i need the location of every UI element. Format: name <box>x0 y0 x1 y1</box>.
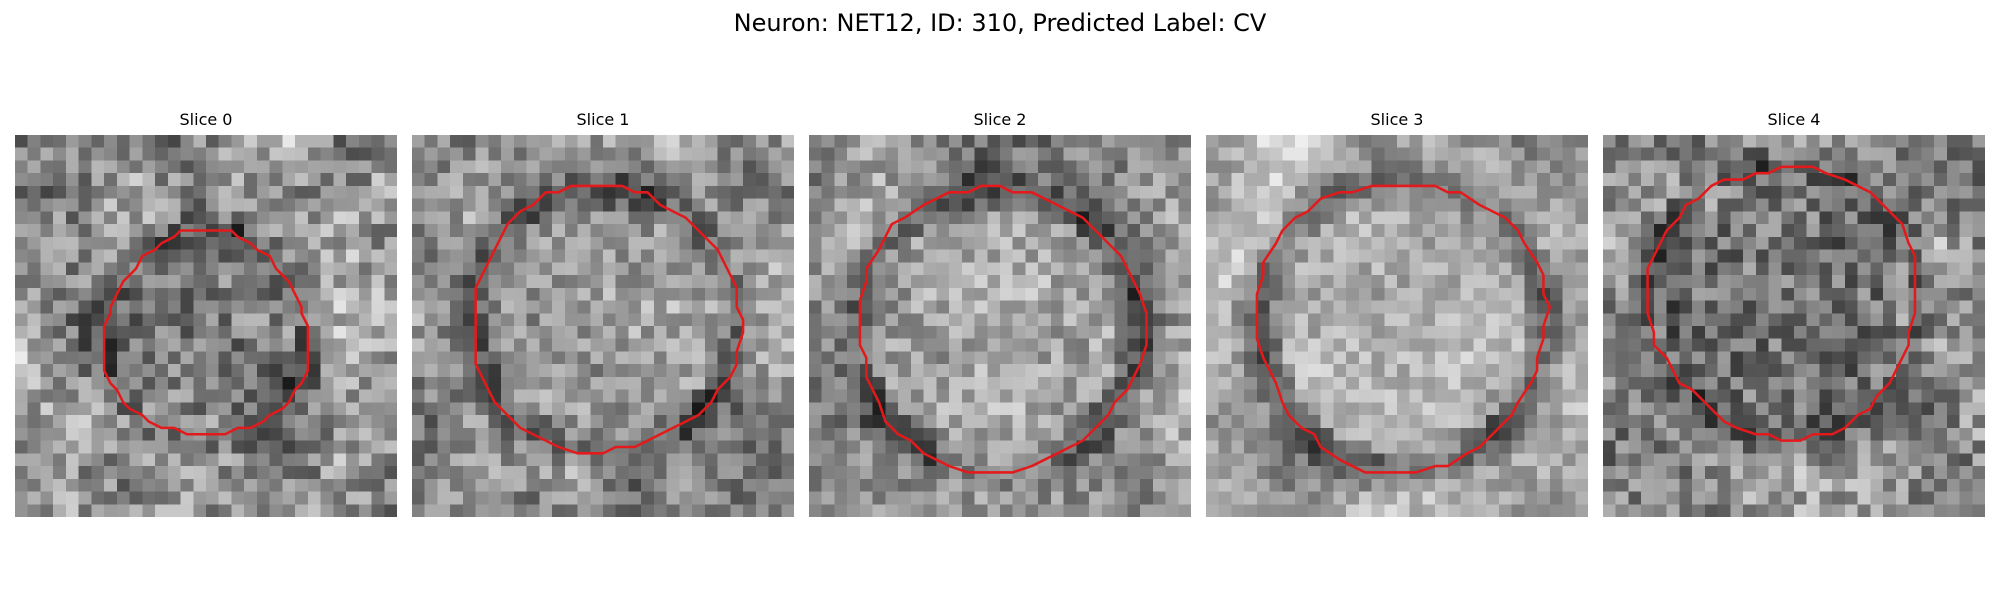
segmentation-contour <box>1255 184 1552 474</box>
segmentation-contour <box>474 184 745 455</box>
slice-title: Slice 2 <box>973 110 1027 129</box>
segmentation-contour <box>102 229 310 436</box>
segmentation-contour <box>1646 165 1917 442</box>
figure-title: Neuron: NET12, ID: 310, Predicted Label:… <box>733 9 1267 37</box>
slice-title: Slice 3 <box>1370 110 1424 129</box>
slice-image <box>1603 135 1985 517</box>
slice-image <box>15 135 397 517</box>
slice-title: Slice 4 <box>1767 110 1821 129</box>
slice-image <box>809 135 1191 517</box>
slice-image <box>1206 135 1588 517</box>
slice-image <box>412 135 794 517</box>
segmentation-contour <box>858 184 1148 474</box>
slice-title: Slice 0 <box>179 110 233 129</box>
slice-title: Slice 1 <box>576 110 630 129</box>
